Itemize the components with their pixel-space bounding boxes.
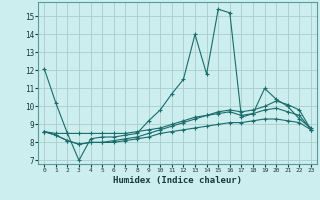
X-axis label: Humidex (Indice chaleur): Humidex (Indice chaleur) xyxy=(113,176,242,185)
